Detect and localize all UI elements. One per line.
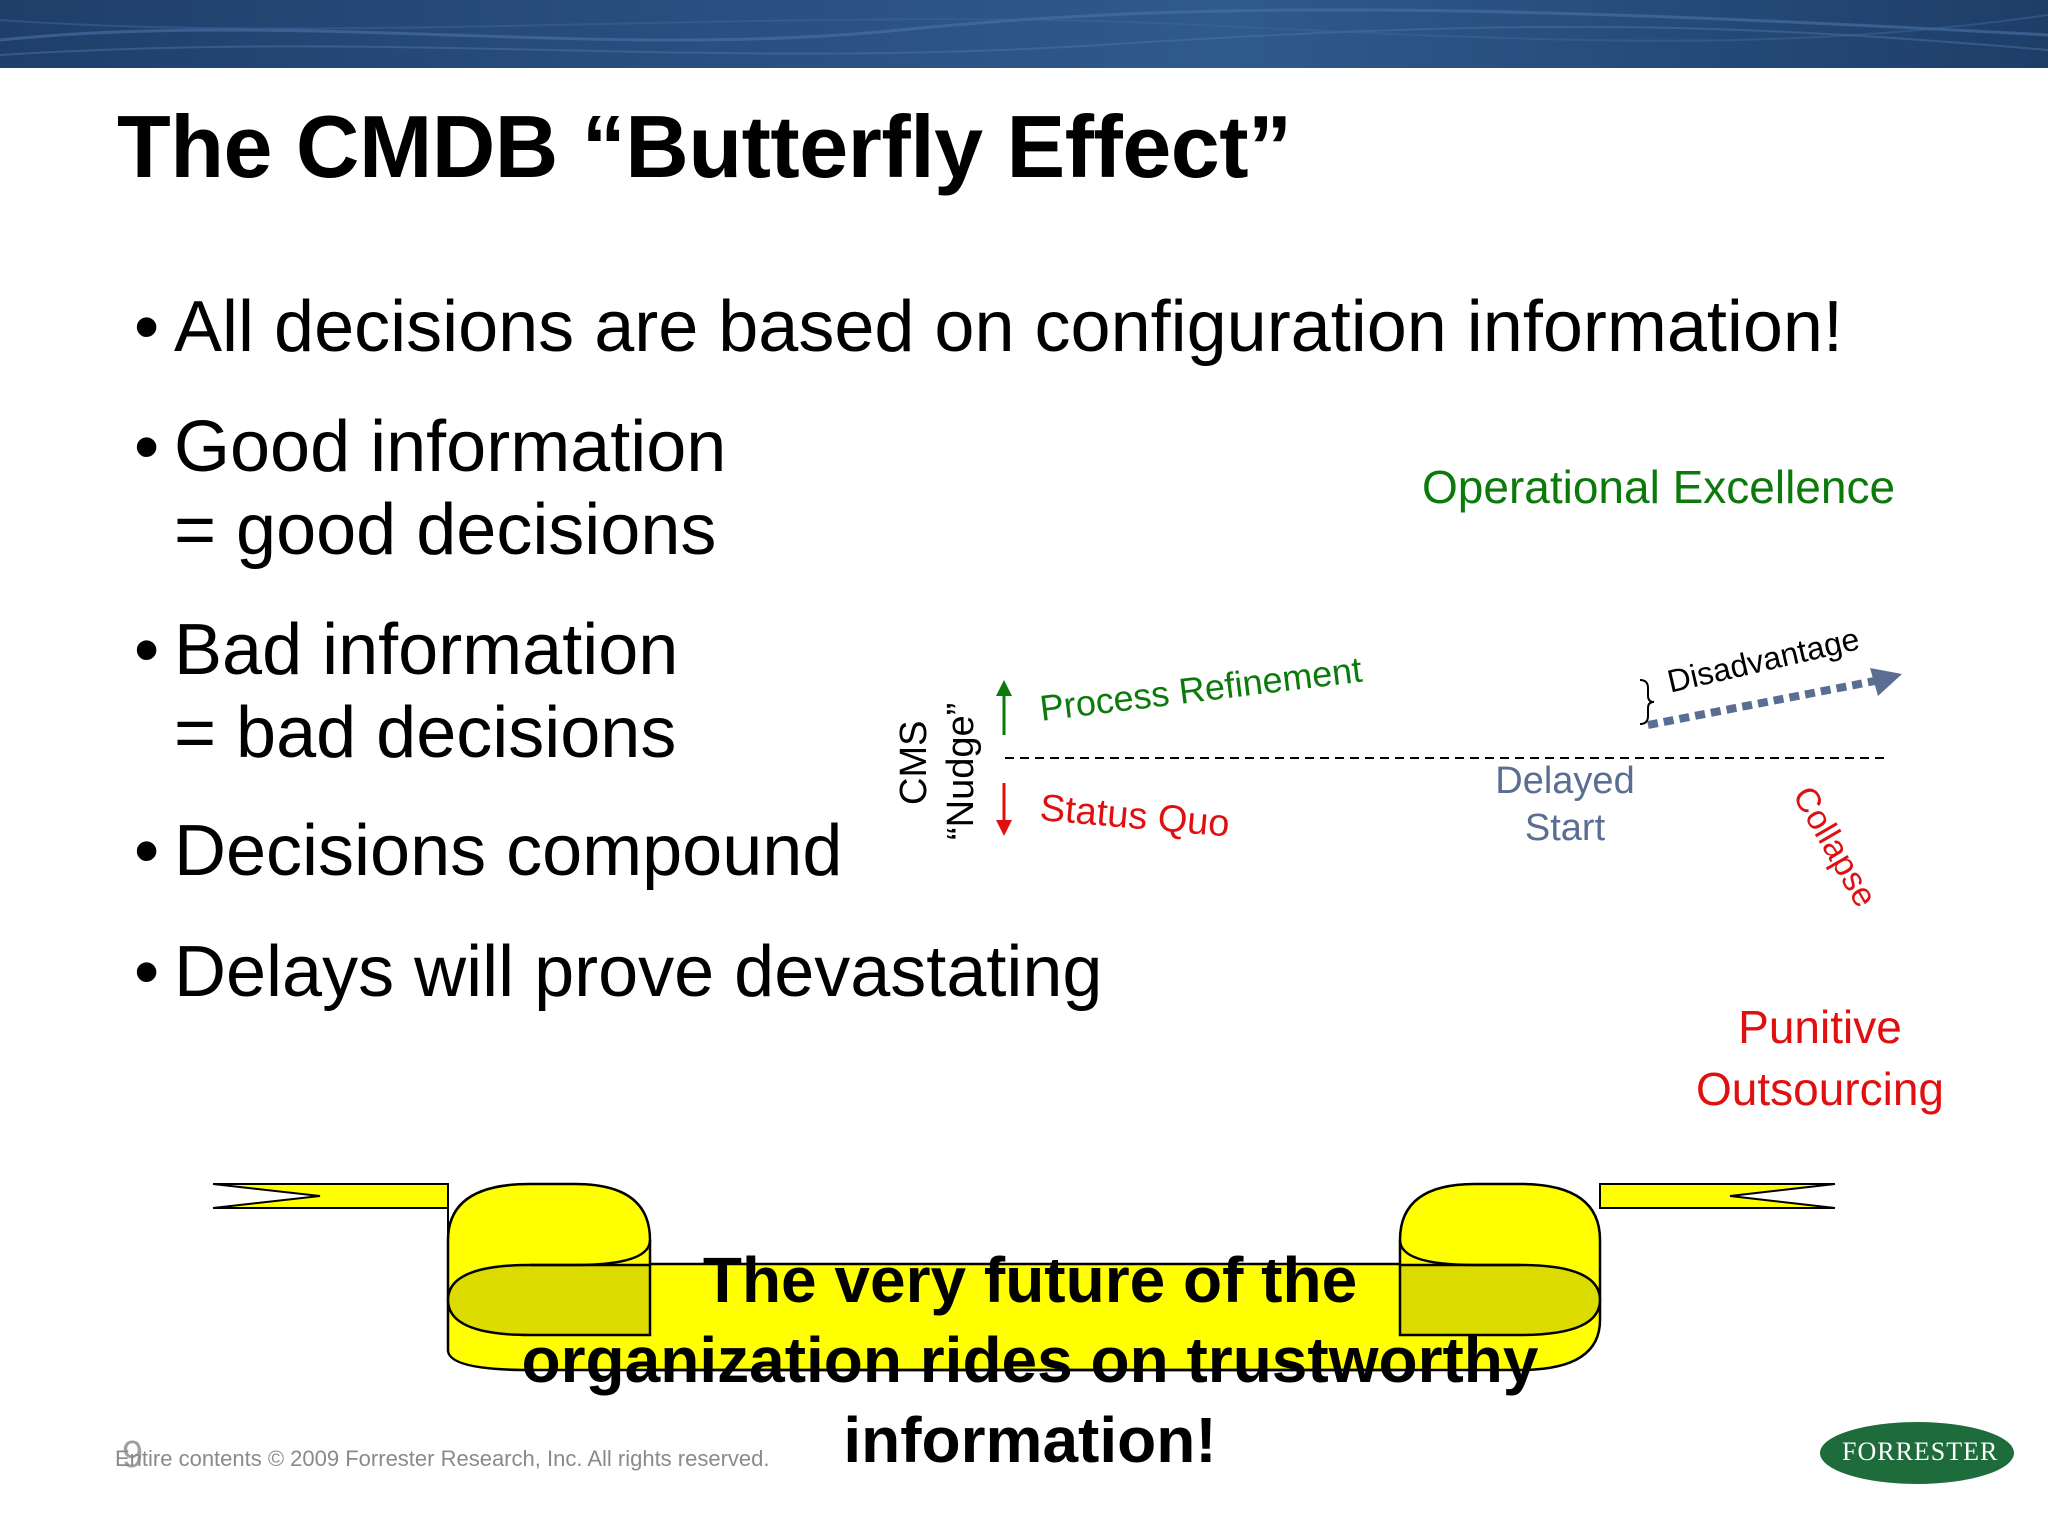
delayed-start-line: Delayed — [1495, 760, 1635, 802]
forrester-logo — [1820, 1422, 2014, 1484]
nudge-label: “Nudge” — [940, 702, 982, 840]
punitive-line: Outsourcing — [1695, 1063, 1944, 1115]
bullet-text: = good decisions — [174, 490, 717, 570]
bullet-text: Bad information — [174, 610, 679, 690]
slide-title: The CMDB “Butterfly Effect” — [117, 97, 1292, 196]
up-arrow-icon — [996, 680, 1012, 735]
scroll-banner — [212, 1182, 1836, 1372]
down-arrow-icon — [996, 783, 1012, 836]
bullet-text: Decisions compound — [174, 811, 843, 891]
banner-line: The very future of the — [702, 1244, 1358, 1316]
punitive-outsourcing-label: Punitive Outsourcing — [1670, 996, 1970, 1120]
header-band — [0, 0, 2048, 68]
delayed-start-label: Delayed Start — [1480, 758, 1650, 852]
bullet-text: = bad decisions — [174, 693, 677, 773]
bullet-dot: • — [134, 287, 160, 367]
page-number: 9 — [122, 1434, 144, 1476]
brace-icon — [1639, 679, 1655, 725]
banner-line: information! — [843, 1404, 1217, 1476]
bullet-text: Good information — [174, 407, 727, 487]
bullet-dot: • — [134, 407, 160, 487]
logo-text: FORRESTER — [1842, 1437, 1999, 1466]
punitive-line: Punitive — [1738, 1001, 1902, 1053]
cms-label: CMS — [893, 720, 935, 805]
bullet-dot: • — [134, 811, 160, 891]
banner-message: The very future of the organization ride… — [440, 1240, 1620, 1480]
copyright-text: Entire contents © 2009 Forrester Researc… — [115, 1446, 770, 1471]
delayed-start-line: Start — [1524, 807, 1606, 849]
bullet-text: Delays will prove devastating — [174, 932, 1103, 1012]
bullet-text: All decisions are based on configuration… — [174, 287, 1843, 367]
disadvantage-arrow — [1647, 668, 1902, 729]
bullet-dot: • — [134, 932, 160, 1012]
header-wave-decoration — [0, 8, 2048, 56]
banner-line: organization rides on trustworthy — [521, 1324, 1539, 1396]
bullet-dot: • — [134, 610, 160, 690]
operational-excellence-label: Operational Excellence — [1422, 461, 1896, 513]
